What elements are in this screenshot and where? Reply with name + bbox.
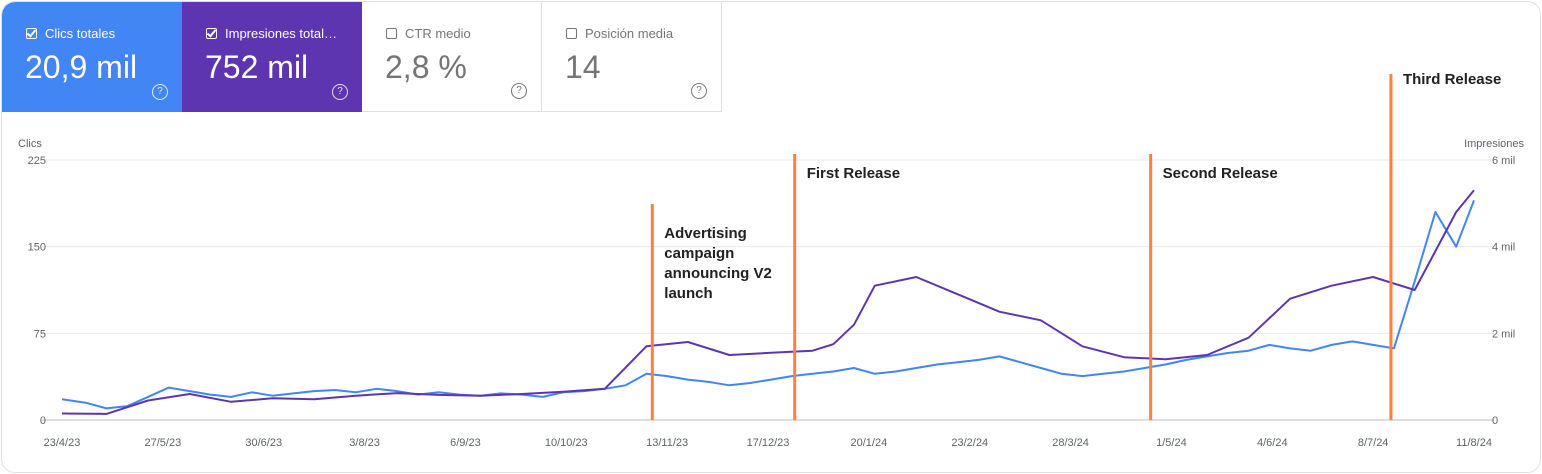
annotation-label: launch	[664, 285, 712, 302]
annotation-label: Advertising	[664, 225, 747, 242]
right-axis-label: Impresiones	[1464, 138, 1524, 150]
metric-tab-position[interactable]: Posición media 14 ?	[542, 2, 722, 112]
help-icon[interactable]: ?	[152, 84, 168, 100]
checkbox-icon[interactable]	[206, 28, 217, 39]
right-tick-label: 0	[1492, 415, 1498, 427]
help-icon[interactable]: ?	[691, 83, 707, 99]
x-tick-label: 23/4/23	[44, 437, 81, 449]
x-tick-label: 1/5/24	[1156, 437, 1187, 449]
left-tick-label: 75	[34, 328, 46, 340]
metric-head: CTR medio	[386, 26, 471, 41]
x-tick-label: 3/8/23	[349, 437, 380, 449]
metric-head: Impresiones total…	[206, 26, 337, 41]
x-tick-label: 30/6/23	[245, 437, 282, 449]
annotation-label: Second Release	[1163, 165, 1278, 182]
left-axis-label: Clics	[18, 138, 42, 150]
annotation-label: First Release	[807, 165, 900, 182]
annotation-label: announcing V2	[664, 265, 772, 282]
series-line	[61, 189, 1475, 415]
metric-value: 14	[565, 49, 601, 85]
x-tick-label: 17/12/23	[747, 437, 790, 449]
metric-label: CTR medio	[405, 26, 471, 41]
metric-tab-ctr[interactable]: CTR medio 2,8 % ?	[362, 2, 542, 112]
series-line	[61, 200, 1475, 410]
help-icon[interactable]: ?	[332, 84, 348, 100]
metric-tab-clicks[interactable]: Clics totales 20,9 mil ?	[2, 2, 182, 112]
metric-tab-impressions[interactable]: Impresiones total… 752 mil ?	[182, 2, 362, 112]
metric-value: 752 mil	[205, 49, 309, 85]
metric-value: 2,8 %	[385, 49, 467, 85]
x-tick-label: 8/7/24	[1358, 437, 1389, 449]
left-tick-label: 0	[40, 415, 46, 427]
annotation-label: Third Release	[1403, 71, 1501, 88]
checkbox-icon[interactable]	[566, 28, 577, 39]
checkbox-icon[interactable]	[386, 28, 397, 39]
right-tick-label: 4 mil	[1492, 242, 1515, 254]
checkbox-icon[interactable]	[26, 28, 37, 39]
x-tick-label: 23/2/24	[951, 437, 988, 449]
x-tick-label: 4/6/24	[1257, 437, 1288, 449]
metric-label: Clics totales	[45, 26, 116, 41]
x-tick-label: 20/1/24	[851, 437, 888, 449]
help-icon[interactable]: ?	[511, 83, 527, 99]
x-tick-label: 27/5/23	[145, 437, 182, 449]
x-tick-label: 13/11/23	[646, 437, 688, 449]
x-tick-label: 6/9/23	[450, 437, 481, 449]
right-tick-label: 2 mil	[1492, 328, 1515, 340]
metric-head: Clics totales	[26, 26, 115, 41]
metric-label: Impresiones total…	[225, 26, 337, 41]
right-tick-label: 6 mil	[1492, 155, 1515, 167]
x-tick-label: 10/10/23	[545, 437, 588, 449]
annotation-label: campaign	[664, 245, 734, 262]
metric-label: Posición media	[585, 26, 674, 41]
left-tick-label: 225	[28, 155, 46, 167]
metric-head: Posición media	[566, 26, 673, 41]
metric-value: 20,9 mil	[25, 49, 138, 85]
x-tick-label: 11/8/24	[1456, 437, 1492, 449]
x-tick-label: 28/3/24	[1052, 437, 1089, 449]
left-tick-label: 150	[28, 242, 46, 254]
